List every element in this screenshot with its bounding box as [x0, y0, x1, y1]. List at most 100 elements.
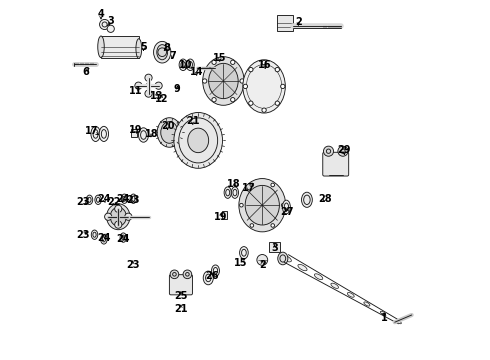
- Ellipse shape: [243, 60, 285, 113]
- Text: 18: 18: [227, 179, 241, 189]
- Circle shape: [115, 221, 122, 228]
- Ellipse shape: [380, 311, 386, 315]
- FancyBboxPatch shape: [170, 275, 193, 295]
- Circle shape: [275, 101, 279, 105]
- Circle shape: [183, 270, 192, 279]
- Circle shape: [338, 146, 348, 156]
- Text: 16: 16: [258, 60, 272, 70]
- Circle shape: [271, 183, 274, 187]
- Circle shape: [212, 60, 216, 64]
- Text: 7: 7: [170, 51, 176, 61]
- Ellipse shape: [139, 128, 148, 142]
- Circle shape: [240, 79, 245, 83]
- Circle shape: [262, 60, 266, 65]
- Ellipse shape: [153, 41, 171, 63]
- Text: 26: 26: [205, 271, 219, 282]
- Ellipse shape: [98, 36, 104, 58]
- Text: 24: 24: [97, 233, 111, 243]
- Circle shape: [250, 183, 254, 187]
- Circle shape: [107, 25, 114, 32]
- Ellipse shape: [99, 126, 109, 141]
- Ellipse shape: [212, 265, 220, 276]
- Circle shape: [231, 98, 235, 102]
- Circle shape: [275, 67, 279, 72]
- Ellipse shape: [110, 207, 126, 226]
- Text: 12: 12: [155, 94, 168, 104]
- Circle shape: [249, 67, 253, 72]
- Circle shape: [146, 83, 151, 88]
- Text: 1: 1: [381, 312, 388, 323]
- Text: 9: 9: [174, 84, 181, 94]
- Text: 22: 22: [107, 197, 121, 207]
- Circle shape: [281, 203, 285, 207]
- Circle shape: [115, 205, 122, 212]
- Ellipse shape: [91, 230, 98, 239]
- Ellipse shape: [331, 283, 339, 288]
- Ellipse shape: [245, 185, 279, 225]
- Ellipse shape: [239, 179, 286, 232]
- Circle shape: [170, 270, 179, 279]
- Text: 24: 24: [117, 234, 130, 244]
- Ellipse shape: [174, 112, 222, 168]
- Text: 28: 28: [318, 194, 332, 204]
- Ellipse shape: [86, 195, 93, 204]
- Text: 3: 3: [108, 16, 115, 26]
- Circle shape: [323, 146, 334, 156]
- Text: 10: 10: [179, 60, 193, 70]
- Text: 20: 20: [161, 121, 174, 131]
- Bar: [277, 15, 293, 31]
- Text: 24: 24: [97, 194, 111, 204]
- Circle shape: [231, 60, 235, 64]
- Ellipse shape: [209, 63, 238, 99]
- Ellipse shape: [186, 59, 194, 71]
- Ellipse shape: [282, 200, 291, 214]
- Text: 8: 8: [163, 43, 170, 53]
- Ellipse shape: [257, 255, 268, 265]
- Ellipse shape: [136, 39, 142, 58]
- Circle shape: [145, 74, 152, 81]
- Ellipse shape: [95, 195, 101, 204]
- Text: 14: 14: [190, 67, 203, 77]
- Ellipse shape: [100, 235, 107, 244]
- Circle shape: [135, 82, 142, 89]
- Bar: [221, 211, 227, 219]
- Ellipse shape: [397, 321, 401, 324]
- Circle shape: [262, 108, 266, 112]
- Text: 23: 23: [76, 230, 90, 240]
- Circle shape: [243, 84, 247, 89]
- Text: 19: 19: [214, 212, 227, 222]
- Text: 24: 24: [117, 194, 130, 204]
- Ellipse shape: [91, 126, 100, 141]
- Circle shape: [281, 84, 285, 89]
- Text: 27: 27: [281, 207, 294, 217]
- Ellipse shape: [121, 194, 127, 203]
- Text: 29: 29: [338, 145, 351, 156]
- FancyBboxPatch shape: [323, 152, 349, 176]
- Text: 25: 25: [174, 291, 188, 301]
- Bar: [101, 36, 139, 58]
- Circle shape: [104, 213, 112, 220]
- Text: 17: 17: [85, 126, 99, 136]
- Ellipse shape: [157, 118, 182, 147]
- Text: 6: 6: [82, 67, 89, 77]
- Text: 11: 11: [128, 86, 142, 96]
- Text: 3: 3: [271, 243, 278, 253]
- Text: 19: 19: [128, 125, 142, 135]
- Circle shape: [125, 213, 132, 220]
- Circle shape: [250, 224, 254, 227]
- Text: 23: 23: [76, 197, 90, 207]
- Ellipse shape: [203, 57, 244, 105]
- Text: 2: 2: [259, 260, 266, 270]
- Text: 2: 2: [295, 17, 302, 27]
- Bar: [270, 242, 280, 252]
- Text: 23: 23: [126, 260, 140, 270]
- Ellipse shape: [347, 293, 354, 297]
- Text: 17: 17: [242, 183, 255, 193]
- Text: 4: 4: [98, 9, 104, 19]
- Ellipse shape: [281, 255, 292, 262]
- Ellipse shape: [231, 187, 239, 198]
- Circle shape: [99, 19, 110, 30]
- Ellipse shape: [315, 274, 323, 280]
- Ellipse shape: [240, 247, 248, 259]
- Circle shape: [240, 203, 243, 207]
